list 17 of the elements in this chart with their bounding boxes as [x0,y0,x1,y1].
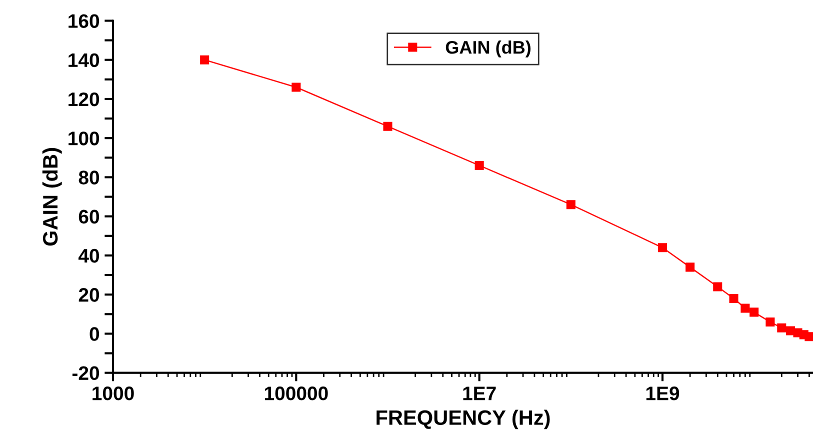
x-tick-label: 100000 [264,386,328,400]
y-tick-label: 40 [78,248,100,263]
y-tick-label: 100 [68,132,100,146]
x-axis-title: FREQUENCY (Hz) [376,410,550,430]
x-tick-label: 1E7 [463,386,496,400]
y-tick-label: 80 [78,170,100,184]
y-tick-label: 20 [78,288,100,302]
x-tick-label: 1E9 [646,386,680,400]
y-tick-label: 140 [68,53,100,68]
y-tick-label: 0 [90,327,100,341]
y-tick-label: 120 [68,92,100,106]
y-tick-label: 160 [68,14,100,28]
y-tick-label: 60 [78,210,100,224]
legend-label: GAIN (dB) [446,40,531,58]
y-tick-label: -20 [72,366,100,380]
x-tick-label: 1000 [92,386,134,400]
y-axis-title: GAIN (dB) [42,148,62,246]
